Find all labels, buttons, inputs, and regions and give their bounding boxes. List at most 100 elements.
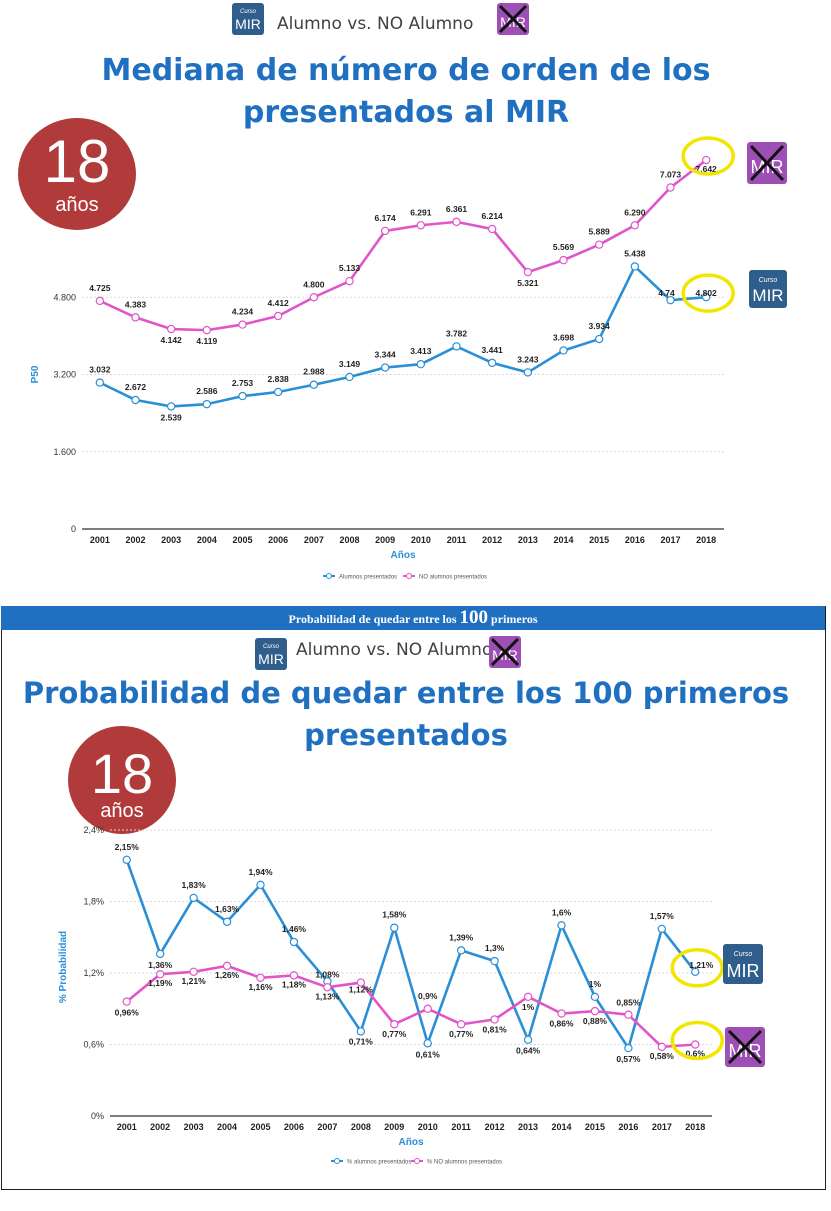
header-text-2: Alumno vs. NO Alumno xyxy=(296,640,493,660)
data-label: 1,21% xyxy=(689,960,714,970)
legend-label: % NO alumnos presentados xyxy=(427,1160,502,1166)
data-point xyxy=(380,226,390,236)
chart1-title-line2: presentados al MIR xyxy=(242,95,570,130)
data-point xyxy=(189,967,198,977)
data-point xyxy=(122,997,131,1006)
chart1-plot: 0 1.600 3.200 4.800 2001 2002 2003 2004 2005 2006… xyxy=(30,136,735,581)
chart2-title: Probabilidad de quedar entre los 100 pri… xyxy=(0,672,812,756)
data-label: 3.032 xyxy=(89,365,111,375)
data-point xyxy=(323,983,332,992)
data-label: 5.133 xyxy=(339,263,361,273)
data-point xyxy=(487,224,497,234)
data-point xyxy=(452,217,461,227)
logo-caption: Curso xyxy=(759,277,778,284)
data-label: 6.290 xyxy=(624,207,646,217)
data-point xyxy=(691,1040,700,1049)
data-point xyxy=(345,372,354,382)
data-label: 1,58% xyxy=(382,910,407,920)
data-label: 7.073 xyxy=(660,170,682,180)
data-point xyxy=(222,961,232,971)
data-point xyxy=(390,923,399,932)
data-point xyxy=(309,380,319,389)
banner-prefix: Probabilidad de quedar entre los xyxy=(288,612,457,626)
chart1-title-line1: Mediana de número de orden de los xyxy=(101,53,711,88)
y-tick-label: 1,2% xyxy=(83,968,104,978)
data-point xyxy=(131,395,140,405)
data-point xyxy=(666,183,675,192)
data-label: 4.383 xyxy=(125,299,147,309)
crossed-logo-graphic: MIR xyxy=(490,637,520,667)
data-point xyxy=(256,973,265,982)
x-tick-label: 2018 xyxy=(685,1122,705,1132)
chart2-title-line1: Probabilidad de quedar entre los 100 pri… xyxy=(22,676,790,710)
data-label: 1% xyxy=(522,1002,535,1012)
chart2-title-line2: presentados xyxy=(304,718,508,752)
no-alumno-logo: MIR xyxy=(497,3,529,35)
x-tick-label: 2014 xyxy=(553,535,573,545)
data-label: 5.438 xyxy=(624,248,646,258)
data-label: 0,58% xyxy=(650,1051,675,1061)
data-label: 1,3% xyxy=(485,943,505,953)
age-badge-2: 18 años xyxy=(68,726,176,834)
legend-label: % alumnos presentados xyxy=(347,1160,411,1166)
data-point xyxy=(416,221,426,230)
data-label: 2.753 xyxy=(232,378,254,388)
x-tick-label: 2012 xyxy=(482,535,502,545)
data-point xyxy=(624,1010,633,1019)
data-label: 5.889 xyxy=(589,227,611,237)
logo-label: MIR xyxy=(235,16,261,32)
data-label: 0,86% xyxy=(549,1019,574,1029)
header-text: Alumno vs. NO Alumno xyxy=(277,14,474,34)
data-point xyxy=(456,946,466,955)
y-tick-label: 2,4% xyxy=(83,825,104,835)
legend-label: NO alumnos presentados xyxy=(419,575,487,581)
data-label: 1,6% xyxy=(552,907,572,917)
legend-label: Alumnos presentados xyxy=(339,575,397,581)
data-label: 2,15% xyxy=(115,842,140,852)
data-label: 4.234 xyxy=(232,307,254,317)
data-label: 4.802 xyxy=(696,288,718,298)
data-label: 1,26% xyxy=(215,970,240,980)
data-label: 0,81% xyxy=(483,1024,508,1034)
data-point xyxy=(345,276,354,286)
data-point xyxy=(701,155,711,165)
banner-number: 100 xyxy=(459,607,489,628)
data-label: 1,13% xyxy=(315,991,340,1001)
data-label: 0,77% xyxy=(382,1029,407,1039)
data-label: 0,88% xyxy=(583,1016,608,1026)
data-point xyxy=(456,1020,466,1029)
chart2-plot: 0% 0,6% 1,2% 1,8% 2,4% 2001 2002 2003 2004 2005 20… xyxy=(58,825,725,1166)
x-tick-label: 2009 xyxy=(384,1122,404,1132)
data-point xyxy=(416,360,426,369)
crossed-logo-graphic: MIR xyxy=(727,1029,763,1065)
series-line-no-alumnos xyxy=(99,159,707,332)
data-point xyxy=(590,992,600,1002)
data-label: 0,71% xyxy=(349,1036,374,1046)
data-label: 1,36% xyxy=(148,960,173,970)
data-point xyxy=(624,1043,633,1053)
x-tick-label: 2014 xyxy=(551,1122,571,1132)
data-label: 2.988 xyxy=(303,367,325,377)
badge-unit: años xyxy=(55,194,99,216)
data-label: 3.934 xyxy=(589,321,611,331)
crossed-logo-graphic: MIR xyxy=(749,144,785,182)
x-tick-label: 2010 xyxy=(411,535,431,545)
data-label: 1,21% xyxy=(182,976,207,986)
y-axis-title: P50 xyxy=(30,365,41,383)
data-label: 5.569 xyxy=(553,242,575,252)
data-label: 3.782 xyxy=(446,328,468,338)
y-axis-title: % Probabilidad xyxy=(58,931,69,1003)
x-tick-label: 2013 xyxy=(518,535,538,545)
logo-label: MIR xyxy=(258,651,284,667)
data-point xyxy=(559,346,568,355)
data-point xyxy=(657,1042,667,1052)
data-label: 1,57% xyxy=(650,911,675,921)
data-point xyxy=(238,320,247,329)
highlight-circle xyxy=(681,273,735,313)
data-point xyxy=(155,969,165,979)
data-label: 4.119 xyxy=(196,336,217,346)
data-point xyxy=(630,262,640,271)
x-tick-label: 2001 xyxy=(90,535,110,545)
x-tick-label: 2002 xyxy=(125,535,145,545)
data-label: 6.174 xyxy=(375,213,397,223)
